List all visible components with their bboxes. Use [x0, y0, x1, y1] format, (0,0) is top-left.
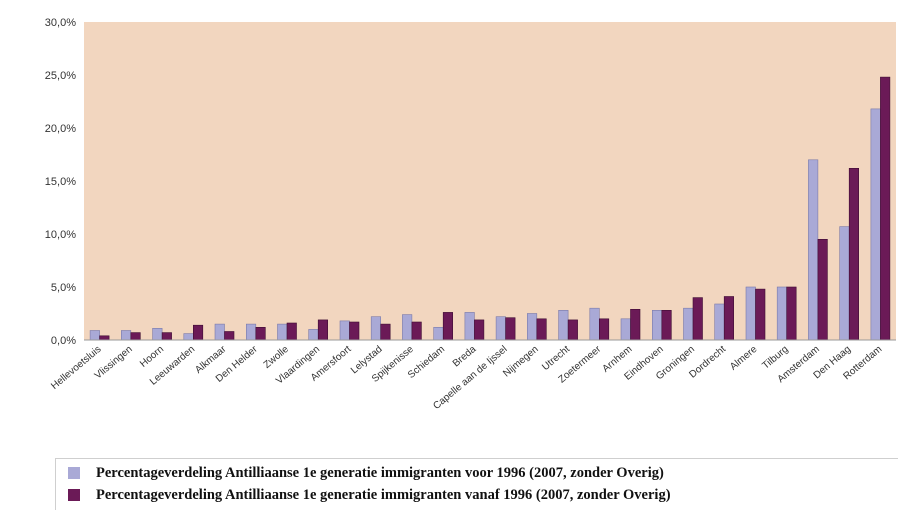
bar-voor-1996 [683, 307, 694, 341]
bar-vanaf-1996 [411, 321, 422, 341]
y-tick-label: 0,0% [51, 335, 76, 347]
bar-voor-1996 [808, 159, 819, 341]
bar-vanaf-1996 [598, 318, 610, 341]
bar-vanaf-1996 [255, 326, 266, 341]
x-tick-label: Hoorn [138, 344, 166, 370]
bar-voor-1996 [433, 326, 444, 341]
bar-voor-1996 [339, 320, 350, 341]
legend-label-voor-1996: Percentageverdeling Antilliaanse 1e gene… [96, 464, 664, 481]
bar-vanaf-1996 [380, 323, 391, 341]
bar-voor-1996 [589, 307, 600, 341]
bar-voor-1996 [89, 330, 100, 341]
bar-vanaf-1996 [723, 296, 735, 341]
bar-vanaf-1996 [880, 76, 891, 341]
bar-voor-1996 [870, 108, 881, 341]
plot-area [84, 22, 896, 340]
x-tick-label: Nijmegen [501, 344, 540, 380]
bar-voor-1996 [370, 316, 382, 341]
bar-vanaf-1996 [193, 324, 204, 341]
bar-voor-1996 [121, 330, 132, 341]
legend: Percentageverdeling Antilliaanse 1e gene… [55, 458, 898, 510]
bar-voor-1996 [839, 226, 850, 341]
bar-voor-1996 [152, 327, 163, 341]
x-tick-label: Breda [451, 344, 479, 370]
x-tick-label: Almere [728, 344, 760, 373]
bar-vanaf-1996 [848, 168, 860, 341]
bar-vanaf-1996 [317, 319, 329, 341]
bar-voor-1996 [745, 286, 756, 341]
bar-vanaf-1996 [224, 331, 235, 341]
bars [89, 76, 891, 341]
y-axis: 0,0% 5,0% 10,0% 15,0% 20,0% 25,0% 30,0% [45, 17, 76, 347]
bar-vanaf-1996 [99, 335, 110, 341]
bar-voor-1996 [558, 309, 569, 341]
bar-voor-1996 [620, 318, 631, 341]
legend-label-vanaf-1996: Percentageverdeling Antilliaanse 1e gene… [96, 486, 671, 503]
bar-vanaf-1996 [692, 297, 703, 341]
bar-vanaf-1996 [286, 322, 297, 341]
bar-vanaf-1996 [161, 332, 172, 341]
legend-swatch-vanaf-1996 [68, 489, 80, 501]
bar-voor-1996 [526, 313, 538, 341]
bar-voor-1996 [495, 316, 506, 341]
legend-item-voor-1996: Percentageverdeling Antilliaanse 1e gene… [68, 464, 664, 482]
bar-vanaf-1996 [536, 318, 547, 341]
bar-voor-1996 [402, 314, 413, 341]
bar-voor-1996 [714, 303, 725, 341]
bar-vanaf-1996 [474, 319, 485, 341]
bar-voor-1996 [308, 329, 319, 341]
bar-voor-1996 [214, 323, 225, 341]
y-tick-label: 5,0% [51, 282, 76, 294]
bar-vanaf-1996 [505, 317, 516, 341]
y-tick-label: 15,0% [45, 176, 76, 188]
bar-vanaf-1996 [755, 288, 766, 341]
bar-vanaf-1996 [661, 309, 672, 341]
bar-vanaf-1996 [786, 286, 797, 341]
bar-voor-1996 [651, 309, 663, 341]
bar-vanaf-1996 [442, 312, 454, 341]
bar-vanaf-1996 [817, 239, 828, 341]
bar-voor-1996 [464, 312, 475, 341]
bar-vanaf-1996 [630, 308, 641, 341]
legend-item-vanaf-1996: Percentageverdeling Antilliaanse 1e gene… [68, 486, 671, 504]
bar-chart: 0,0% 5,0% 10,0% 15,0% 20,0% 25,0% 30,0% Hellev… [45, 17, 896, 412]
y-tick-label: 20,0% [45, 123, 76, 135]
bar-voor-1996 [776, 286, 788, 341]
bar-voor-1996 [246, 323, 257, 341]
bar-vanaf-1996 [349, 321, 360, 341]
bar-vanaf-1996 [567, 319, 578, 341]
y-tick-label: 30,0% [45, 17, 76, 29]
bar-voor-1996 [277, 323, 288, 341]
legend-swatch-voor-1996 [68, 467, 80, 479]
bar-vanaf-1996 [130, 332, 141, 341]
bar-voor-1996 [183, 333, 194, 341]
x-tick-label: Hellevoetsluis [49, 344, 103, 392]
y-tick-label: 10,0% [45, 229, 76, 241]
y-tick-label: 25,0% [45, 70, 76, 82]
